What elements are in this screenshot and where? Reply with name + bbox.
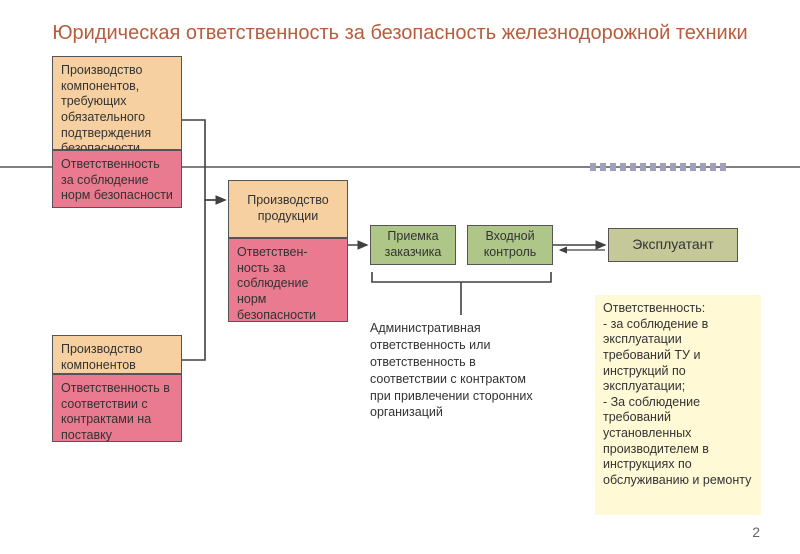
node-comp-safety-top: Производство компонентов, требующих обяз…: [52, 56, 182, 150]
page-title: Юридическая ответственность за безопасно…: [0, 22, 800, 45]
node-product-bottom: Ответствен-ность за соблюдение норм безо…: [228, 238, 348, 322]
note-operator: Ответственность: - за соблюдение в экспл…: [595, 295, 761, 515]
node-acceptance: Приемка заказчика: [370, 225, 456, 265]
node-operator: Эксплуатант: [608, 228, 738, 262]
decor-dash: [590, 163, 730, 171]
node-product-top: Производство продукции: [228, 180, 348, 238]
page-number: 2: [752, 524, 760, 540]
node-comp-plain-bottom: Ответственность в соответствии с контрак…: [52, 374, 182, 442]
node-comp-plain-top: Производство компонентов: [52, 335, 182, 374]
node-incoming: Входной контроль: [467, 225, 553, 265]
note-admin: Административная ответственность или отв…: [370, 320, 550, 421]
node-comp-safety-bottom: Ответственность за соблюдение норм безоп…: [52, 150, 182, 208]
